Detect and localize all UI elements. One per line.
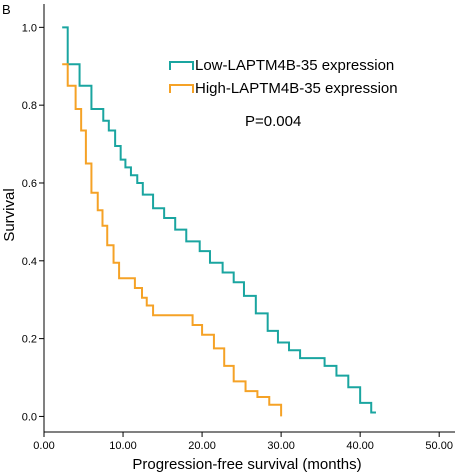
- y-tick-label: 1.0: [22, 22, 37, 34]
- y-tick-label: 0.4: [22, 256, 37, 268]
- x-tick-label: 0.00: [33, 440, 54, 452]
- plot-area: [62, 26, 376, 417]
- x-axis-title: Progression-free survival (months): [132, 456, 361, 473]
- x-tick-label: 10.00: [109, 440, 137, 452]
- panel-label: B: [2, 2, 11, 17]
- x-tick-label: 30.00: [267, 440, 295, 452]
- p-value-annotation: P=0.004: [245, 113, 301, 130]
- y-axis-ticks: 0.0 0.2 0.4 0.6 0.8 1.0: [22, 22, 44, 423]
- legend-item-low: Low-LAPTM4B-35 expression: [169, 57, 394, 74]
- legend-item-high: High-LAPTM4B-35 expression: [169, 80, 398, 97]
- y-tick-label: 0.0: [22, 411, 37, 423]
- x-tick-label: 40.00: [346, 440, 374, 452]
- legend-label-high: High-LAPTM4B-35 expression: [195, 80, 398, 97]
- legend-label-low: Low-LAPTM4B-35 expression: [195, 57, 394, 74]
- legend-swatch-low: [169, 61, 194, 70]
- y-tick-label: 0.2: [22, 334, 37, 346]
- y-tick-label: 0.6: [22, 178, 37, 190]
- y-tick-label: 0.8: [22, 100, 37, 112]
- survival-curve-low: [62, 26, 376, 414]
- x-tick-label: 50.00: [425, 440, 453, 452]
- survival-curve-high: [62, 63, 283, 417]
- x-tick-label: 20.00: [188, 440, 216, 452]
- legend-swatch-high: [169, 84, 194, 93]
- x-axis-ticks: 0.00 10.00 20.00 30.00 40.00 50.00: [33, 432, 453, 452]
- y-axis-title: Survival: [1, 188, 18, 241]
- legend: Low-LAPTM4B-35 expression High-LAPTM4B-3…: [169, 57, 398, 97]
